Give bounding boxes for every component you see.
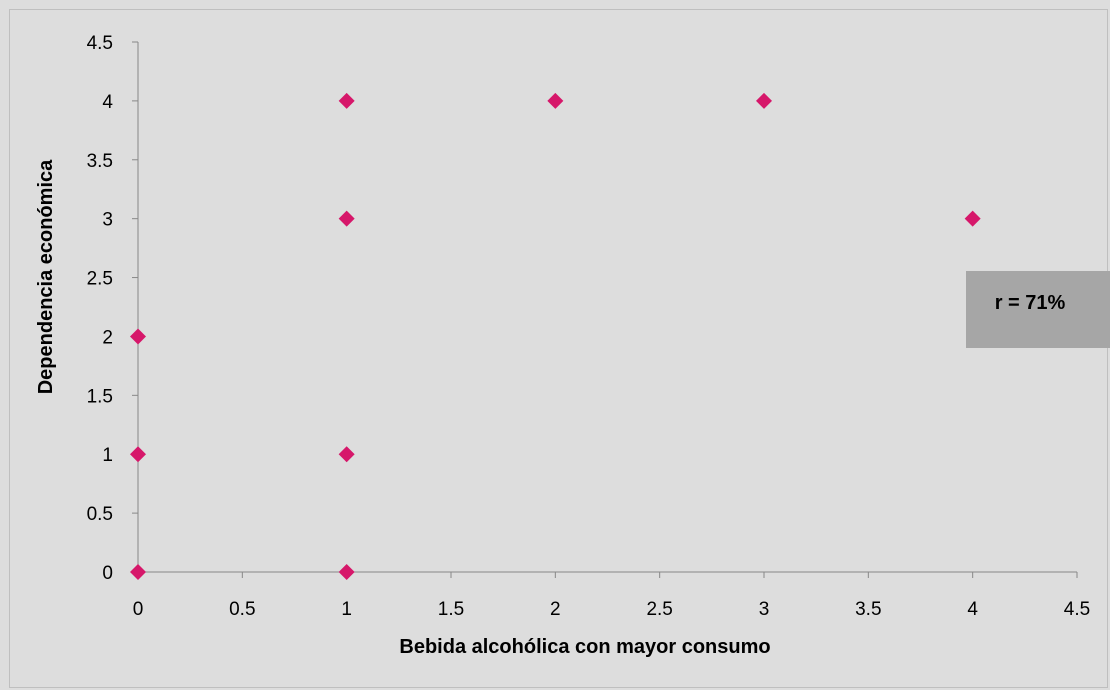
y-tick-label: 3 xyxy=(102,210,113,231)
x-tick-label: 0.5 xyxy=(229,599,255,620)
annotation-box xyxy=(966,271,1110,348)
y-axis-label: Dependencia económica xyxy=(35,159,57,394)
y-tick-label: 0 xyxy=(102,563,113,584)
data-point xyxy=(130,328,146,345)
x-tick-label: 0 xyxy=(133,599,144,620)
points-group xyxy=(130,92,981,580)
correlation-annotation: r = 71% xyxy=(966,271,1110,348)
y-tick-label: 0.5 xyxy=(87,504,113,525)
x-axis-label: Bebida alcohólica con mayor consumo xyxy=(399,636,770,658)
data-point xyxy=(338,446,355,463)
data-point xyxy=(338,92,355,109)
y-tick-label: 4.5 xyxy=(87,33,113,54)
y-tick-label: 1 xyxy=(102,445,113,466)
ticks-group: 0 0.5 1 1.5 2 2.5 3 3.5 4 4.5 0 0.5 1 1.5 2 2.5 3 3.5 4 4.5 xyxy=(87,33,1091,620)
chart-border xyxy=(9,9,1108,688)
x-tick-label: 1 xyxy=(341,599,352,620)
x-tick-label: 3.5 xyxy=(855,599,881,620)
axes-group xyxy=(137,42,1077,573)
y-tick-label: 2.5 xyxy=(87,269,113,290)
data-point xyxy=(338,210,355,227)
x-tick-label: 4.5 xyxy=(1064,599,1090,620)
x-tick-label: 2 xyxy=(550,599,561,620)
data-point xyxy=(338,564,355,580)
y-tick-label: 4 xyxy=(102,92,113,113)
annotation-text: r = 71% xyxy=(995,292,1066,314)
y-tick-label: 3.5 xyxy=(87,151,113,172)
data-point xyxy=(547,92,564,109)
data-point xyxy=(130,564,146,580)
x-tick-label: 3 xyxy=(759,599,770,620)
y-tick-label: 1.5 xyxy=(87,386,113,407)
data-point xyxy=(130,446,146,463)
data-point xyxy=(756,92,772,109)
x-tick-label: 2.5 xyxy=(646,599,672,620)
x-tick-label: 1.5 xyxy=(438,599,464,620)
y-tick-label: 2 xyxy=(102,327,113,348)
data-point xyxy=(964,210,981,227)
x-tick-label: 4 xyxy=(967,599,978,620)
